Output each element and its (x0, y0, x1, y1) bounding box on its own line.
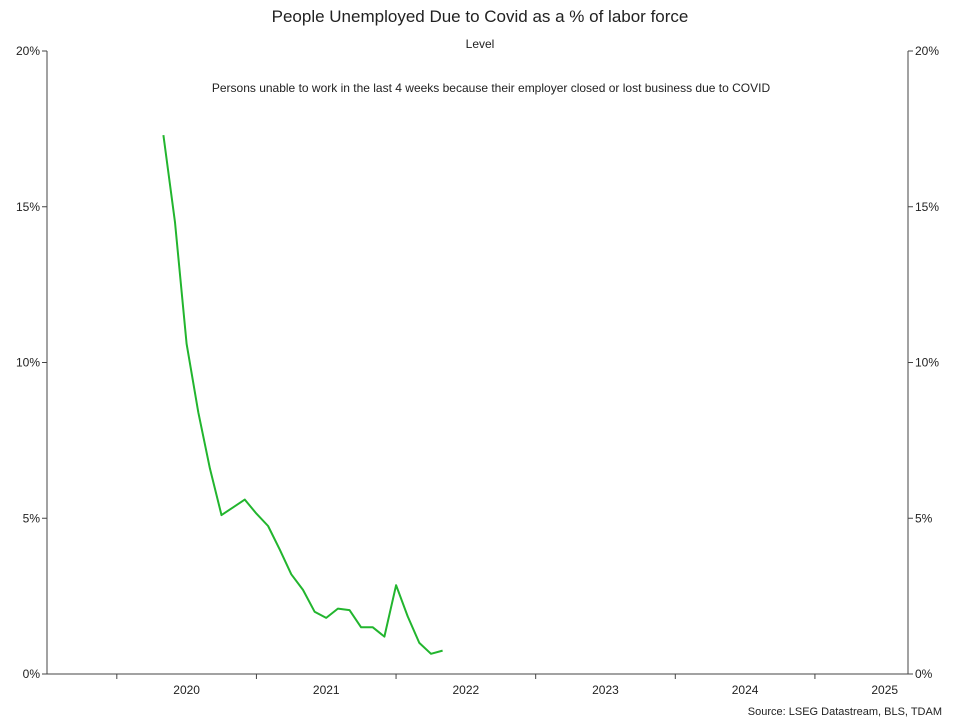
y-tick-label-right: 15% (915, 200, 939, 214)
y-tick-label-right: 10% (915, 356, 939, 370)
chart-title: People Unemployed Due to Covid as a % of… (272, 7, 689, 26)
y-tick-label-left: 0% (23, 667, 41, 681)
x-tick-label: 2023 (592, 683, 619, 697)
y-tick-label-right: 0% (915, 667, 933, 681)
chart-source: Source: LSEG Datastream, BLS, TDAM (748, 706, 942, 718)
y-tick-label-left: 5% (23, 511, 41, 525)
y-tick-label-right: 20% (915, 44, 939, 58)
x-tick-label: 2024 (732, 683, 759, 697)
series-line (162, 134, 443, 655)
y-tick-label-left: 10% (16, 356, 40, 370)
chart-annotation: Persons unable to work in the last 4 wee… (212, 81, 771, 95)
y-tick-label-left: 20% (16, 44, 40, 58)
x-tick-label: 2020 (173, 683, 200, 697)
y-tick-label-left: 15% (16, 200, 40, 214)
x-tick-label: 2025 (871, 683, 898, 697)
y-tick-label-right: 5% (915, 511, 933, 525)
chart-subtitle: Level (466, 37, 495, 51)
x-tick-label: 2022 (453, 683, 480, 697)
x-tick-label: 2021 (313, 683, 340, 697)
